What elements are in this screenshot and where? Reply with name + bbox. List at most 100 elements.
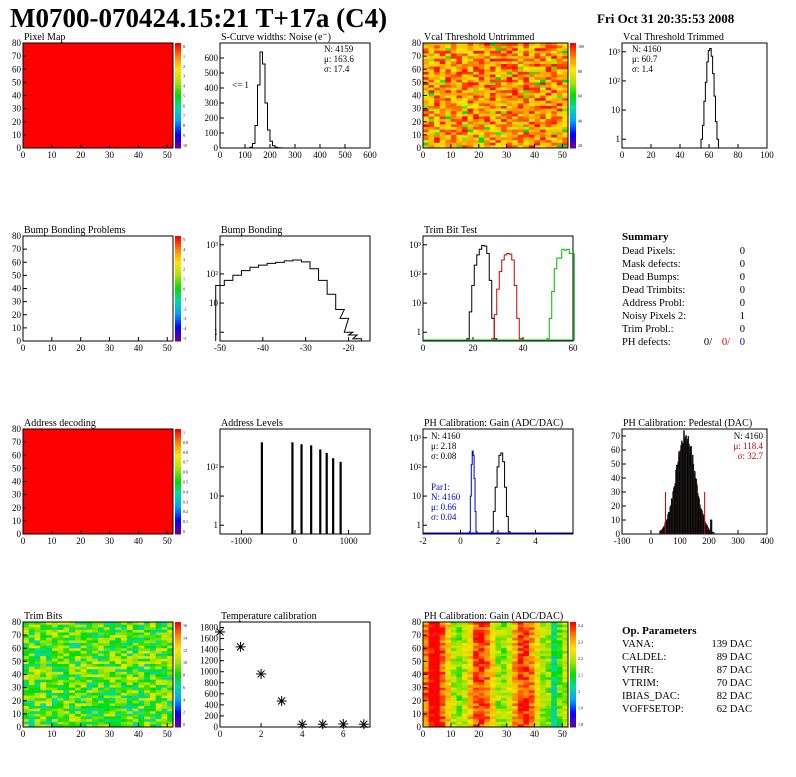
chart-title: Trim Bit Test [424,225,477,236]
heatmap-cell [23,724,30,728]
heatmap-cell [86,624,93,628]
y-tick-label: 30 [412,683,422,693]
heatmap-cell [450,669,457,673]
heatmap-cell [434,100,441,104]
z-scale-cell [175,236,181,240]
heatmap-cell [517,90,524,94]
heatmap-cell [423,674,429,678]
heatmap-cell [155,658,162,662]
stats-line: σ: 0.04 [431,512,457,522]
heatmap-cell [445,58,452,62]
x-tick-label: 20 [76,729,86,739]
heatmap-cell [434,58,441,62]
heatmap-cell [57,724,64,728]
z-scale-label: 5 [183,94,185,99]
heatmap-cell [126,635,133,639]
heatmap-cell [115,698,122,702]
heatmap-cell [439,698,446,702]
heatmap-cell [556,664,563,667]
heatmap-cell [540,677,546,681]
heatmap-cell [523,700,530,704]
heatmap-cell [121,632,128,636]
heatmap-cell [523,711,530,715]
z-scale-cell [175,489,181,493]
heatmap-cell [456,721,463,725]
heatmap-cell [51,632,58,636]
heatmap-cell [489,48,496,52]
heatmap-cell [540,698,546,702]
heatmap-cell [92,627,99,631]
heatmap-cell [132,624,139,628]
heatmap-cell [501,50,507,54]
heatmap-cell [126,640,133,644]
heatmap-cell [462,624,468,628]
heatmap-cell [434,700,441,704]
heatmap-cell [534,711,541,715]
heatmap-cell [540,635,546,639]
heatmap-cell [445,661,452,665]
z-scale-cell [175,95,181,99]
heatmap-cell [103,622,110,625]
heatmap-cell [144,716,151,720]
heatmap-cell [161,661,168,665]
heatmap-cell [467,653,474,657]
heatmap-cell [506,685,513,688]
stats-line: Par1: [431,482,450,492]
heatmap-cell [428,671,435,675]
heatmap-cell [462,677,468,681]
heatmap-cell [517,53,524,57]
heatmap-cell [545,669,552,673]
heatmap-cell [495,98,502,102]
z-scale-cell [175,309,181,313]
x-tick-label: 200 [702,536,716,546]
heatmap-cell [456,664,463,667]
heatmap-cell [512,650,519,654]
y-tick-label: 0 [417,722,422,732]
heatmap-cell [462,703,468,707]
heatmap-cell [545,43,552,46]
heatmap-cell [450,129,457,133]
z-scale-label: 4 [183,697,185,702]
heatmap-cell [467,627,474,631]
heatmap-cell [473,50,480,54]
heatmap-cell [51,640,58,644]
heatmap-cell [551,69,558,73]
heatmap-cell [540,134,546,138]
z-scale-cell [175,325,181,329]
heatmap-cell [155,627,162,631]
heatmap-cell [138,679,145,683]
heatmap-cell [46,648,53,652]
y-tick-label: 20 [611,501,621,511]
heatmap-cell [501,653,507,657]
heatmap-cell [467,71,474,75]
heatmap-cell [92,666,99,670]
heatmap-cell [132,719,139,723]
heatmap-cell [423,106,429,109]
heatmap-cell [428,64,435,67]
heatmap-cell [489,77,496,81]
heatmap-cell [149,674,156,678]
heatmap-cell [473,121,480,125]
heatmap-cell [556,679,563,683]
z-scale-cell [570,656,576,660]
heatmap-cell [80,640,87,644]
heatmap-cell [428,685,435,688]
z-scale-label: 0.6 [183,470,188,475]
heatmap-cell [478,692,485,696]
heatmap-cell [545,687,552,691]
heatmap-cell [495,669,502,673]
heatmap-cell [540,622,546,625]
y-tick-label: 500 [205,68,219,78]
heatmap-cell [528,648,535,652]
heatmap-cell [473,703,480,707]
heatmap-cell [144,653,151,657]
heatmap-cell [74,664,81,667]
heatmap-cell [46,661,53,665]
z-scale-cell [175,301,181,305]
heatmap-cell [512,724,519,728]
heatmap-cell [512,53,519,57]
heatmap-cell [484,648,491,652]
heatmap-cell [462,719,468,723]
heatmap-cell [562,658,569,662]
